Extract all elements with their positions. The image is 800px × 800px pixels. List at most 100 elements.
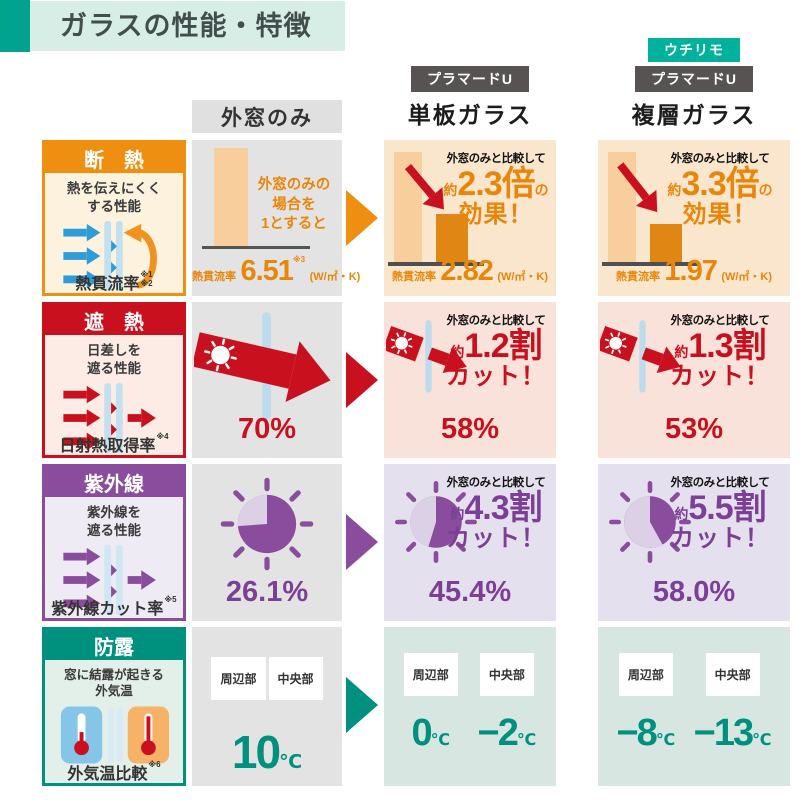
base-bar — [214, 148, 248, 247]
chart-baseline — [202, 246, 310, 249]
uv-cut-single-value: 45.4% — [428, 576, 512, 608]
cell-condensation-base: 周辺部 中央部 10℃ — [192, 627, 342, 786]
row-condensation: 防露 窓に結露が起きる 外気温 外気温比較※6 — [40, 627, 800, 788]
temperature-pair: 周辺部 −8℃ 中央部 −13℃ — [598, 653, 790, 755]
page-title: ガラスの性能・特徴 — [30, 1, 345, 51]
temp-unit: ℃ — [516, 732, 537, 749]
cell-shading-double: 外窓のみと比較して 約1.3割 カット！ 53% — [598, 302, 790, 458]
effect-number: 3.3倍 — [681, 165, 759, 203]
cell-insulation-single: 外窓のみと比較して 約2.3倍の 効果！ 熱貫流率 2.82 (W/㎡・K) — [384, 140, 556, 296]
center-temp-group: 中央部 −2℃ — [478, 653, 537, 755]
category-title: 紫外線 — [45, 467, 183, 497]
bar-comparison-chart — [388, 152, 484, 266]
category-title: 断 熱 — [45, 143, 183, 173]
category-description: 熱を伝えにくく する性能 — [66, 181, 162, 214]
effect-word: カット！ — [446, 363, 546, 390]
approx-label: 約 — [674, 344, 689, 360]
edge-temperature: 0℃ — [412, 712, 451, 755]
metric-label: 紫外線カット率 — [51, 601, 164, 618]
column-header-base: 外窓のみ — [192, 100, 342, 133]
center-label: 中央部 — [705, 653, 760, 696]
u-value-number: 2.82 — [440, 255, 493, 287]
center-label: 中央部 — [268, 657, 323, 700]
category-title: 防露 — [45, 630, 183, 660]
edge-temp-group: 周辺部 −8℃ — [616, 653, 675, 755]
category-metric: 日射熱取得率※4 — [45, 432, 183, 456]
effect-note: 外窓のみと比較して 約4.3割 カット！ — [440, 474, 552, 553]
metric-footnote: ※4 — [156, 432, 169, 441]
cell-shading-base: 70% — [192, 302, 342, 458]
metric-label: 外気温比較 — [67, 766, 148, 783]
approx-label: 約 — [450, 344, 465, 360]
u-value-footnote: ※3 — [292, 255, 306, 264]
compare-label: 外窓のみと比較して — [670, 315, 770, 327]
row-insulation: 断 熱 熱を伝えにくく する性能 熱貫流率※1 ※2 外窓 — [40, 140, 800, 298]
center-temperature: −13℃ — [694, 712, 772, 755]
edge-temp-group: 周辺部 0℃ — [403, 653, 458, 755]
solar-gain-single-value: 58% — [440, 413, 500, 445]
compare-label: 外窓のみと比較して — [670, 153, 770, 165]
temp-unit: ℃ — [655, 732, 676, 749]
metric-label: 日射熱取得率 — [59, 438, 156, 455]
shading-arrows-icon — [63, 383, 156, 454]
cell-uv-double: 外窓のみと比較して 約5.5割 カット！ 58.0% — [598, 464, 790, 621]
cell-condensation-single: 周辺部 0℃ 中央部 −2℃ — [384, 627, 556, 786]
category-description: 紫外線を 遮る性能 — [87, 505, 141, 538]
double-glass-label: 複層ガラス — [631, 102, 757, 128]
metric-label: 熱貫流率 — [75, 276, 140, 293]
u-value-metric: 熱貫流率 — [192, 271, 236, 283]
category-title: 遮 熱 — [45, 305, 183, 335]
category-card-shading: 遮 熱 日差しを 遮る性能 日射熱取得率※4 — [42, 302, 186, 458]
flow-arrow-icon — [346, 190, 378, 246]
effect-number: 1.2割 — [464, 327, 542, 365]
insulation-arrows-icon — [63, 221, 157, 292]
effect-word: カット！ — [446, 525, 546, 552]
edge-label: 周辺部 — [403, 653, 458, 696]
category-metric: 紫外線カット率※5 — [45, 595, 183, 619]
u-value-single: 熱貫流率 2.82 (W/㎡・K) — [384, 255, 556, 288]
sun-pie-icon — [609, 481, 691, 563]
edge-label: 周辺部 — [618, 653, 673, 696]
compare-label: 外窓のみと比較して — [446, 315, 546, 327]
category-metric: 熱貫流率※1 ※2 — [45, 270, 183, 294]
sun-through-glass-icon — [600, 320, 681, 393]
temp-unit: ℃ — [279, 752, 303, 773]
cell-insulation-double: 外窓のみと比較して 約3.3倍の 効果！ 熱貫流率 1.97 (W/㎡・K) — [598, 140, 790, 296]
category-body: 日差しを 遮る性能 日射熱取得率※4 — [45, 342, 183, 462]
effect-number: 1.3割 — [688, 327, 766, 365]
uv-arrows-icon — [63, 545, 156, 616]
column-header-single: プラマードU 単板ガラス — [384, 66, 556, 130]
effect-value: 約1.2割 — [440, 329, 552, 363]
thermometers-icon — [60, 706, 170, 764]
category-card-uv: 紫外線 紫外線を 遮る性能 紫外線カット率※5 — [42, 464, 186, 621]
brand-badge-plamade-single: プラマードU — [410, 66, 530, 92]
u-value-metric: 熱貫流率 — [391, 271, 436, 283]
effect-value: 約1.3割 — [664, 329, 776, 363]
effect-word: 効果！ — [682, 201, 758, 228]
solar-gain-base-value: 70% — [237, 413, 297, 445]
cell-insulation-base: 外窓のみの 場合を 1とすると 熱貫流率 6.51※3 (W/㎡・K) — [192, 140, 360, 296]
base-temperature: 10℃ — [192, 725, 342, 779]
sun-through-glass-icon — [194, 312, 331, 420]
temperature-labels: 周辺部 中央部 — [192, 657, 342, 700]
category-card-insulation: 断 熱 熱を伝えにくく する性能 熱貫流率※1 ※2 — [42, 140, 186, 296]
cell-condensation-double: 周辺部 −8℃ 中央部 −13℃ — [598, 627, 790, 786]
effect-note: 外窓のみと比較して 約1.2割 カット！ — [440, 312, 552, 391]
base-column-label: 外窓のみ — [192, 100, 342, 133]
brand-badge-plamade-double: プラマードU — [634, 66, 754, 92]
approx-label: 約 — [450, 506, 465, 522]
uv-cut-base-value: 26.1% — [225, 576, 309, 608]
approx-label: 約 — [674, 506, 689, 522]
row-uv: 紫外線 紫外線を 遮る性能 紫外線カット率※5 — [40, 464, 800, 623]
solar-gain-double-value: 53% — [664, 413, 724, 445]
effect-number: 2.3倍 — [457, 165, 535, 203]
column-header-double: ウチリモ プラマードU 複層ガラス — [598, 38, 790, 130]
approx-label: 約 — [443, 182, 458, 198]
effect-note: 外窓のみと比較して 約3.3倍の 効果！ — [664, 150, 776, 229]
effect-value: 約3.3倍の — [664, 167, 776, 201]
effect-note: 外窓のみと比較して 約1.3割 カット！ — [664, 312, 776, 391]
category-body: 紫外線を 遮る性能 紫外線カット率※5 — [45, 504, 183, 625]
temp-number: 10 — [231, 726, 281, 778]
flow-arrow-icon — [346, 514, 378, 570]
